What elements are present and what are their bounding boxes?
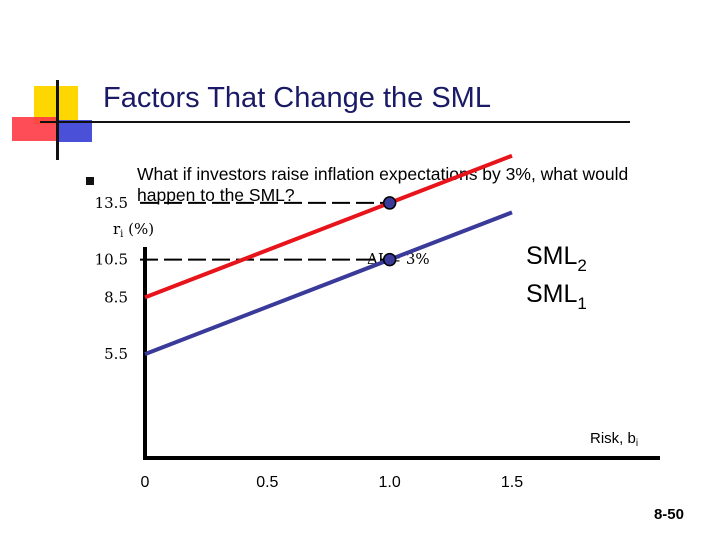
- page-number: 8-50: [653, 506, 684, 523]
- x-axis-label-subscript: i: [636, 438, 638, 449]
- x-tick-labels: 0 0.5 1.0 1.5: [141, 474, 524, 491]
- y-axis-label: ri (%): [113, 220, 154, 240]
- y-tick-label: 13.5: [95, 194, 128, 212]
- series-label-sml2-main: SML: [526, 242, 578, 270]
- marker-dots: [382, 196, 397, 267]
- x-axis-label-main: Risk, b: [590, 430, 636, 447]
- series-labels: SML2 SML1: [526, 242, 587, 313]
- decor-horizontal-line: [40, 121, 630, 123]
- series-label-sml2-subscript: 2: [577, 256, 586, 275]
- bullet-square-icon: [86, 177, 94, 185]
- y-axis-label-main: r: [113, 220, 121, 238]
- series-label-sml1-subscript: 1: [577, 294, 586, 313]
- x-tick-label: 0.5: [256, 474, 278, 491]
- y-axis-label-unit: (%): [123, 220, 154, 238]
- decor-blue-square: [56, 120, 92, 142]
- x-tick-label: 1.0: [379, 474, 401, 491]
- slide-title: Factors That Change the SML: [103, 82, 491, 114]
- series-label-sml1: SML1: [526, 280, 587, 313]
- series-label-sml1-main: SML: [526, 280, 578, 308]
- sml-line-1: [144, 210, 513, 356]
- y-axis-label-subscript: i: [120, 229, 123, 240]
- marker-dot-0: [382, 196, 397, 210]
- decor-vertical-line: [56, 80, 59, 160]
- x-tick-label: 0: [141, 474, 150, 491]
- y-tick-labels: 13.5 10.5 8.5 5.5: [95, 194, 128, 363]
- marker-dot-1: [382, 252, 397, 267]
- y-tick-label: 5.5: [104, 345, 128, 363]
- y-tick-label: 10.5: [95, 251, 128, 269]
- x-tick-label: 1.5: [501, 474, 523, 491]
- dashed-guides: [140, 201, 390, 261]
- bullet-text: What if investors raise inflation expect…: [137, 164, 629, 205]
- y-tick-label: 8.5: [104, 288, 128, 306]
- sml-line-2: [144, 153, 513, 300]
- series-lines: [144, 153, 513, 356]
- series-label-sml2: SML2: [526, 242, 587, 275]
- x-axis-label: Risk, bi: [590, 430, 638, 449]
